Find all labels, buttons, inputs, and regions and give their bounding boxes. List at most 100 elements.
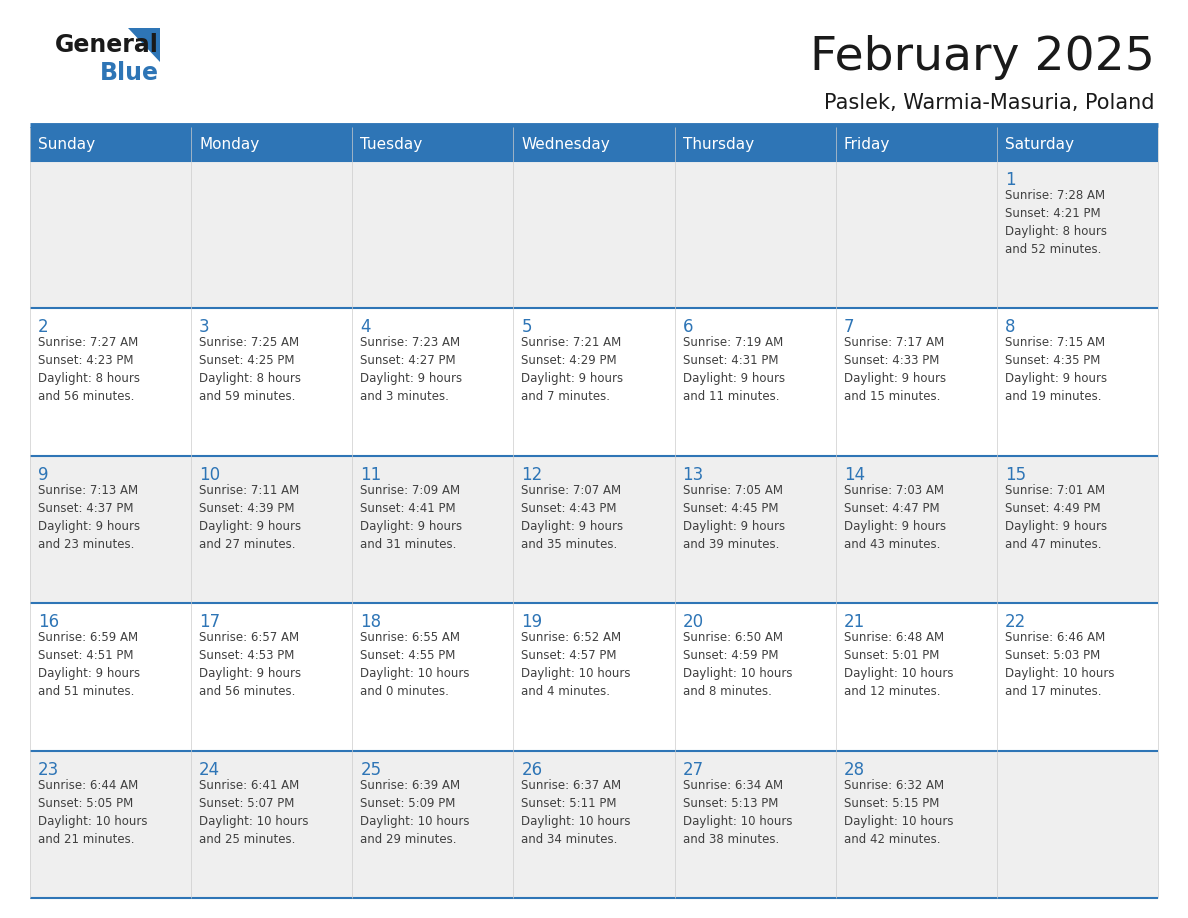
Text: Sunday: Sunday bbox=[38, 137, 95, 151]
Text: Sunrise: 7:25 AM: Sunrise: 7:25 AM bbox=[200, 336, 299, 350]
Text: and 25 minutes.: and 25 minutes. bbox=[200, 833, 296, 845]
Text: Sunrise: 7:27 AM: Sunrise: 7:27 AM bbox=[38, 336, 138, 350]
Text: Sunrise: 6:50 AM: Sunrise: 6:50 AM bbox=[683, 632, 783, 644]
Text: Daylight: 9 hours: Daylight: 9 hours bbox=[38, 667, 140, 680]
Text: Sunrise: 7:21 AM: Sunrise: 7:21 AM bbox=[522, 336, 621, 350]
Text: and 29 minutes.: and 29 minutes. bbox=[360, 833, 456, 845]
Text: Wednesday: Wednesday bbox=[522, 137, 611, 151]
Bar bbox=[675, 603, 835, 751]
Bar bbox=[513, 161, 675, 308]
Bar bbox=[675, 751, 835, 898]
Text: and 56 minutes.: and 56 minutes. bbox=[200, 685, 296, 699]
Text: Saturday: Saturday bbox=[1005, 137, 1074, 151]
Text: Daylight: 10 hours: Daylight: 10 hours bbox=[683, 667, 792, 680]
Bar bbox=[675, 161, 835, 308]
Text: Sunrise: 7:23 AM: Sunrise: 7:23 AM bbox=[360, 336, 461, 350]
Text: and 8 minutes.: and 8 minutes. bbox=[683, 685, 771, 699]
Bar bbox=[30, 456, 191, 603]
Text: Sunset: 4:51 PM: Sunset: 4:51 PM bbox=[38, 649, 133, 662]
Text: Sunset: 4:41 PM: Sunset: 4:41 PM bbox=[360, 502, 456, 515]
Bar bbox=[191, 603, 353, 751]
Text: 26: 26 bbox=[522, 761, 543, 778]
Text: Sunset: 4:33 PM: Sunset: 4:33 PM bbox=[843, 354, 939, 367]
Text: Sunset: 4:43 PM: Sunset: 4:43 PM bbox=[522, 502, 617, 515]
Text: Sunset: 4:39 PM: Sunset: 4:39 PM bbox=[200, 502, 295, 515]
Bar bbox=[353, 127, 513, 161]
Text: Sunrise: 6:52 AM: Sunrise: 6:52 AM bbox=[522, 632, 621, 644]
Text: and 31 minutes.: and 31 minutes. bbox=[360, 538, 456, 551]
Text: 6: 6 bbox=[683, 319, 693, 336]
Text: Sunrise: 6:55 AM: Sunrise: 6:55 AM bbox=[360, 632, 460, 644]
Text: Sunset: 4:59 PM: Sunset: 4:59 PM bbox=[683, 649, 778, 662]
Text: 21: 21 bbox=[843, 613, 865, 632]
Text: Sunset: 4:47 PM: Sunset: 4:47 PM bbox=[843, 502, 940, 515]
Text: Daylight: 10 hours: Daylight: 10 hours bbox=[683, 814, 792, 828]
Text: and 15 minutes.: and 15 minutes. bbox=[843, 390, 940, 403]
Text: Sunrise: 7:09 AM: Sunrise: 7:09 AM bbox=[360, 484, 461, 497]
Text: Sunrise: 7:07 AM: Sunrise: 7:07 AM bbox=[522, 484, 621, 497]
Bar bbox=[353, 751, 513, 898]
Text: Sunset: 5:07 PM: Sunset: 5:07 PM bbox=[200, 797, 295, 810]
Text: Daylight: 9 hours: Daylight: 9 hours bbox=[38, 520, 140, 532]
Text: Sunset: 4:29 PM: Sunset: 4:29 PM bbox=[522, 354, 617, 367]
Text: Sunrise: 6:44 AM: Sunrise: 6:44 AM bbox=[38, 778, 138, 791]
Text: 9: 9 bbox=[38, 465, 49, 484]
Bar bbox=[353, 456, 513, 603]
Text: Sunset: 4:49 PM: Sunset: 4:49 PM bbox=[1005, 502, 1100, 515]
Text: 12: 12 bbox=[522, 465, 543, 484]
Text: Daylight: 10 hours: Daylight: 10 hours bbox=[843, 667, 953, 680]
Bar bbox=[513, 308, 675, 456]
Text: Sunset: 5:03 PM: Sunset: 5:03 PM bbox=[1005, 649, 1100, 662]
Text: 18: 18 bbox=[360, 613, 381, 632]
Bar bbox=[191, 161, 353, 308]
Text: Sunrise: 7:17 AM: Sunrise: 7:17 AM bbox=[843, 336, 944, 350]
Text: Tuesday: Tuesday bbox=[360, 137, 423, 151]
Text: Sunrise: 7:13 AM: Sunrise: 7:13 AM bbox=[38, 484, 138, 497]
Text: Sunset: 4:25 PM: Sunset: 4:25 PM bbox=[200, 354, 295, 367]
Text: Daylight: 9 hours: Daylight: 9 hours bbox=[200, 520, 302, 532]
Bar bbox=[353, 308, 513, 456]
Text: 3: 3 bbox=[200, 319, 210, 336]
Bar bbox=[353, 603, 513, 751]
Text: Sunrise: 6:41 AM: Sunrise: 6:41 AM bbox=[200, 778, 299, 791]
Text: and 21 minutes.: and 21 minutes. bbox=[38, 833, 134, 845]
Text: Daylight: 9 hours: Daylight: 9 hours bbox=[1005, 520, 1107, 532]
Text: Sunset: 4:23 PM: Sunset: 4:23 PM bbox=[38, 354, 133, 367]
Text: Sunrise: 6:48 AM: Sunrise: 6:48 AM bbox=[843, 632, 943, 644]
Text: 5: 5 bbox=[522, 319, 532, 336]
Text: Daylight: 9 hours: Daylight: 9 hours bbox=[1005, 373, 1107, 386]
Polygon shape bbox=[128, 28, 160, 62]
Text: Sunrise: 6:37 AM: Sunrise: 6:37 AM bbox=[522, 778, 621, 791]
Text: Sunset: 4:35 PM: Sunset: 4:35 PM bbox=[1005, 354, 1100, 367]
Text: Sunrise: 6:32 AM: Sunrise: 6:32 AM bbox=[843, 778, 943, 791]
Text: Daylight: 10 hours: Daylight: 10 hours bbox=[360, 667, 469, 680]
Bar bbox=[513, 603, 675, 751]
Bar bbox=[675, 456, 835, 603]
Bar bbox=[30, 127, 191, 161]
Bar bbox=[30, 308, 191, 456]
Text: Sunset: 4:37 PM: Sunset: 4:37 PM bbox=[38, 502, 133, 515]
Bar bbox=[835, 308, 997, 456]
Bar bbox=[997, 127, 1158, 161]
Text: Daylight: 10 hours: Daylight: 10 hours bbox=[200, 814, 309, 828]
Text: 4: 4 bbox=[360, 319, 371, 336]
Text: Thursday: Thursday bbox=[683, 137, 753, 151]
Text: and 38 minutes.: and 38 minutes. bbox=[683, 833, 779, 845]
Text: February 2025: February 2025 bbox=[810, 36, 1155, 81]
Text: Daylight: 10 hours: Daylight: 10 hours bbox=[360, 814, 469, 828]
Bar bbox=[997, 751, 1158, 898]
Text: Sunrise: 7:15 AM: Sunrise: 7:15 AM bbox=[1005, 336, 1105, 350]
Text: Daylight: 8 hours: Daylight: 8 hours bbox=[38, 373, 140, 386]
Text: Daylight: 9 hours: Daylight: 9 hours bbox=[843, 373, 946, 386]
Text: and 35 minutes.: and 35 minutes. bbox=[522, 538, 618, 551]
Text: 11: 11 bbox=[360, 465, 381, 484]
Text: Sunrise: 6:34 AM: Sunrise: 6:34 AM bbox=[683, 778, 783, 791]
Text: Daylight: 9 hours: Daylight: 9 hours bbox=[522, 520, 624, 532]
Text: Daylight: 10 hours: Daylight: 10 hours bbox=[843, 814, 953, 828]
Bar bbox=[513, 751, 675, 898]
Text: 16: 16 bbox=[38, 613, 59, 632]
Text: Sunrise: 7:28 AM: Sunrise: 7:28 AM bbox=[1005, 189, 1105, 202]
Text: Sunrise: 6:59 AM: Sunrise: 6:59 AM bbox=[38, 632, 138, 644]
Text: Sunrise: 7:03 AM: Sunrise: 7:03 AM bbox=[843, 484, 943, 497]
Text: 27: 27 bbox=[683, 761, 703, 778]
